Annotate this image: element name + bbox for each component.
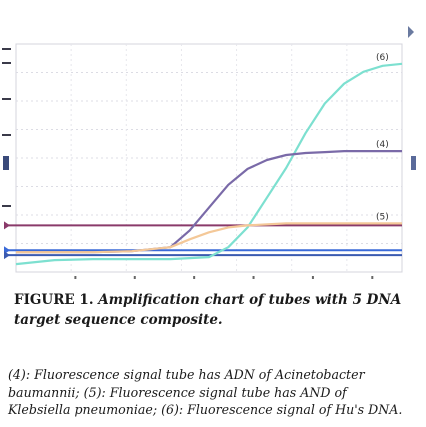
legend-note: (4): Fluorescence signal tube has ADN of… — [8, 367, 403, 417]
y-tick-mark — [2, 98, 11, 100]
series-line — [16, 222, 402, 254]
y-tick-mark — [2, 205, 11, 207]
amplification-chart: (6) (4) (5) — [4, 43, 403, 279]
series-label: (6) — [376, 53, 389, 63]
y-tick-mark — [2, 48, 11, 50]
y-tick-mark — [2, 134, 11, 136]
figure-label-period: . — [88, 292, 99, 308]
right-edge-marker — [411, 156, 416, 170]
series-label: (4) — [376, 140, 389, 150]
series-line — [15, 62, 403, 266]
figure-caption-text: Amplification chart of tubes with 5 DNA … — [14, 292, 402, 328]
threshold-marker — [4, 221, 10, 230]
plot-area — [15, 43, 403, 273]
figure-caption: FIGURE 1. Amplification chart of tubes w… — [14, 290, 404, 330]
threshold-marker — [4, 251, 10, 260]
corner-arrow-icon — [408, 26, 414, 38]
figure-label: FIGURE 1 — [14, 292, 89, 308]
amplification-chart-svg: (6) (4) (5) — [4, 43, 403, 279]
left-edge-marker — [3, 156, 9, 170]
y-tick-mark — [2, 62, 11, 64]
series-label: (5) — [376, 212, 389, 222]
